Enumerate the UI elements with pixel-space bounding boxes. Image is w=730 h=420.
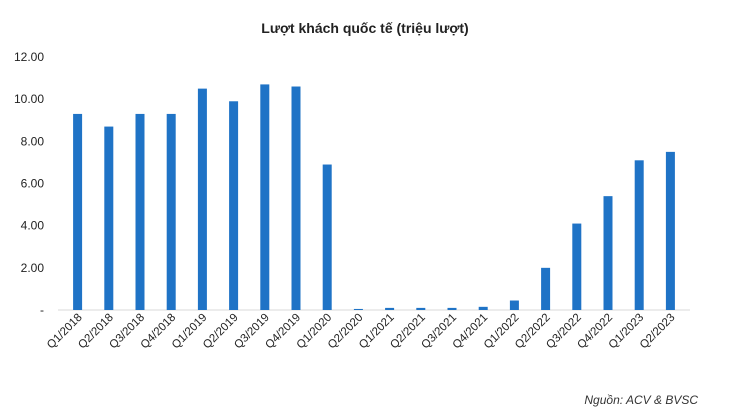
y-tick-label: 4.00 <box>21 219 45 233</box>
bar-q1-2022 <box>509 300 519 310</box>
bar-q4-2019 <box>291 86 301 311</box>
bar-q2-2018 <box>104 126 114 310</box>
bar-q2-2019 <box>229 101 239 311</box>
x-axis-labels: Q1/2018Q2/2018Q3/2018Q4/2018Q1/2019Q2/20… <box>45 312 677 352</box>
bar-q1-2023 <box>634 160 644 310</box>
y-tick-label: 2.00 <box>21 261 45 275</box>
bar-q4-2022 <box>603 196 613 310</box>
y-tick-label: 12.00 <box>14 50 44 64</box>
y-tick-label: 10.00 <box>14 92 44 106</box>
source-note: Nguồn: ACV & BVSC <box>584 393 698 407</box>
bar-q1-2018 <box>73 113 83 310</box>
bar-q2-2021 <box>416 307 426 310</box>
y-axis-labels: - 2.00 4.00 6.00 8.00 10.00 12.00 <box>14 50 44 317</box>
bar-q3-2018 <box>135 113 145 310</box>
bar-q1-2019 <box>197 88 207 310</box>
bars <box>73 84 675 311</box>
bar-q2-2023 <box>665 151 675 310</box>
bar-q3-2021 <box>447 307 457 310</box>
bar-q3-2019 <box>260 84 270 311</box>
bar-q4-2018 <box>166 113 176 310</box>
bar-q4-2021 <box>478 306 488 310</box>
bar-q2-2022 <box>541 267 551 310</box>
bar-q1-2020 <box>322 164 332 310</box>
chart-title: Lượt khách quốc tế (triệu lượt) <box>261 20 469 36</box>
y-tick-label: - <box>40 303 44 317</box>
bar-q1-2021 <box>385 307 395 310</box>
y-tick-label: 6.00 <box>21 177 45 191</box>
bar-q3-2022 <box>572 223 582 310</box>
bar-q2-2020 <box>353 308 363 310</box>
y-tick-label: 8.00 <box>21 134 45 148</box>
